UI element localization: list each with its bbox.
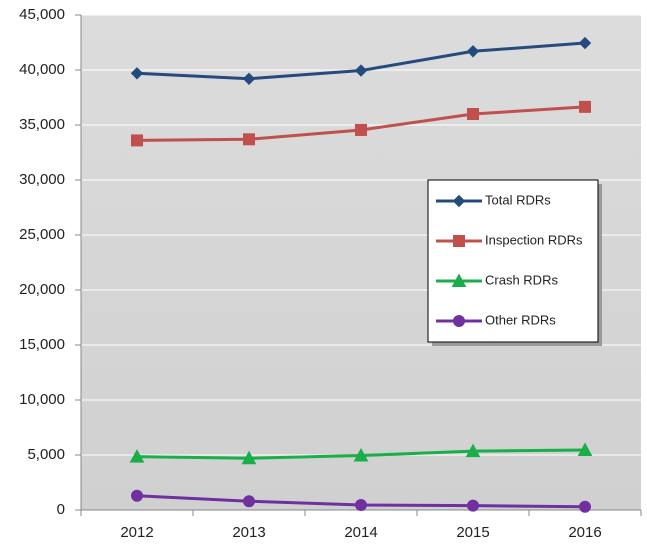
marker — [465, 443, 481, 458]
marker — [354, 64, 368, 77]
legend-label: Crash RDRs — [485, 272, 558, 287]
marker — [355, 499, 367, 512]
marker — [355, 123, 367, 136]
marker — [243, 495, 255, 508]
y-tick-label: 0 — [57, 501, 65, 518]
x-tick-label: 2012 — [120, 524, 153, 541]
y-tick-label: 20,000 — [19, 281, 65, 298]
marker — [353, 448, 369, 462]
marker — [241, 450, 257, 465]
marker — [130, 67, 144, 80]
marker — [578, 36, 592, 50]
x-tick-label: 2016 — [568, 524, 601, 541]
x-tick-label: 2014 — [344, 524, 377, 541]
marker — [242, 72, 256, 86]
marker — [243, 133, 255, 146]
marker — [129, 449, 145, 463]
y-tick-label: 45,000 — [19, 6, 65, 23]
legend — [427, 179, 599, 343]
marker — [452, 194, 466, 208]
marker — [131, 134, 143, 147]
y-tick-label: 25,000 — [19, 226, 65, 243]
marker — [577, 442, 593, 457]
x-tick-label: 2015 — [456, 524, 489, 541]
y-tick-label: 30,000 — [19, 171, 65, 188]
y-tick-label: 15,000 — [19, 336, 65, 353]
y-tick-label: 10,000 — [19, 391, 65, 408]
y-tick-label: 35,000 — [19, 116, 65, 133]
marker — [466, 45, 480, 58]
legend-items: Total RDRs Inspection RDRs Crash RDRs Other… — [436, 192, 583, 327]
marker — [451, 273, 467, 287]
marker — [453, 235, 465, 247]
legend-label: Total RDRs — [485, 192, 551, 207]
marker — [467, 499, 479, 512]
legend-label: Inspection RDRs — [485, 232, 583, 247]
marker — [579, 500, 591, 513]
marker — [579, 100, 591, 113]
y-tick-label: 5,000 — [27, 446, 65, 463]
y-tick-label: 40,000 — [19, 61, 65, 78]
marker — [131, 489, 143, 502]
x-tick-label: 2013 — [232, 524, 265, 541]
marker — [453, 315, 465, 327]
legend-label: Other RDRs — [485, 312, 556, 327]
marker — [467, 108, 479, 120]
